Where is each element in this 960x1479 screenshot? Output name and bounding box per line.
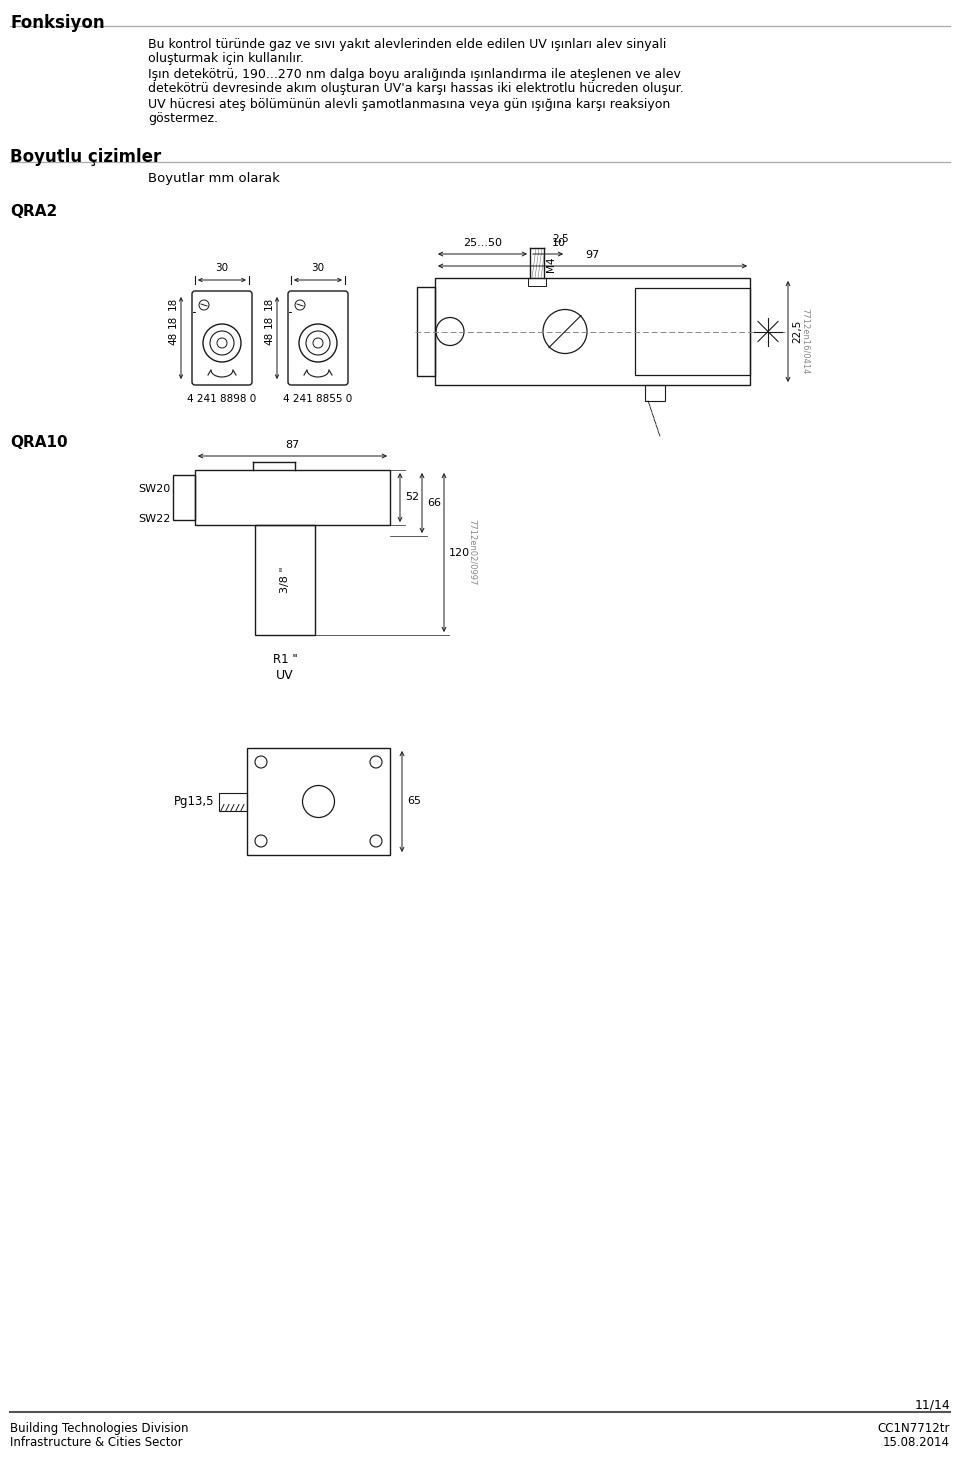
- Text: 52: 52: [405, 493, 420, 503]
- Text: Pg13,5: Pg13,5: [174, 796, 214, 808]
- Text: 7712en16/0414: 7712en16/0414: [801, 308, 809, 374]
- Text: 25...50: 25...50: [463, 238, 502, 248]
- Text: 18: 18: [168, 315, 178, 328]
- Text: 65: 65: [407, 797, 421, 806]
- Text: 48: 48: [168, 331, 178, 345]
- Text: SW20: SW20: [138, 484, 170, 494]
- Text: detekötrü devresinde akım oluşturan UV'a karşı hassas iki elektrotlu hücreden ol: detekötrü devresinde akım oluşturan UV'a…: [148, 81, 684, 95]
- Text: göstermez.: göstermez.: [148, 112, 218, 126]
- Text: Bu kontrol türünde gaz ve sıvı yakıt alevlerinden elde edilen UV ışınları alev s: Bu kontrol türünde gaz ve sıvı yakıt ale…: [148, 38, 666, 50]
- Text: 15.08.2014: 15.08.2014: [883, 1436, 950, 1449]
- Text: 3/8 ": 3/8 ": [280, 566, 290, 593]
- Text: 4 241 8855 0: 4 241 8855 0: [283, 393, 352, 404]
- Text: Infrastructure & Cities Sector: Infrastructure & Cities Sector: [10, 1436, 182, 1449]
- Bar: [417, 287, 435, 376]
- Bar: [645, 385, 665, 401]
- Text: 7712en02/0997: 7712en02/0997: [468, 519, 476, 586]
- Text: UV: UV: [276, 669, 294, 682]
- Text: UV hücresi ateş bölümünün alevli şamotlanmasına veya gün ışığına karşı reaksiyon: UV hücresi ateş bölümünün alevli şamotla…: [148, 98, 670, 111]
- Text: CC1N7712tr: CC1N7712tr: [877, 1421, 950, 1435]
- Text: QRA2: QRA2: [10, 204, 58, 219]
- Text: 120: 120: [449, 547, 470, 558]
- Text: 97: 97: [586, 250, 600, 260]
- Text: Boyutlu çizimler: Boyutlu çizimler: [10, 148, 161, 166]
- Text: Fonksiyon: Fonksiyon: [10, 13, 105, 33]
- Text: R1 ": R1 ": [273, 654, 298, 666]
- Bar: [255, 525, 315, 634]
- Text: M4: M4: [546, 256, 556, 272]
- Text: Building Technologies Division: Building Technologies Division: [10, 1421, 188, 1435]
- Text: oluşturmak için kullanılır.: oluşturmak için kullanılır.: [148, 52, 304, 65]
- Bar: [173, 475, 195, 521]
- Text: 22,5: 22,5: [792, 319, 802, 343]
- Text: 66: 66: [427, 498, 441, 507]
- Bar: [195, 470, 390, 525]
- Text: 10: 10: [552, 238, 566, 248]
- Text: 11/14: 11/14: [914, 1398, 950, 1411]
- Text: 18: 18: [264, 315, 274, 328]
- Text: Boyutlar mm olarak: Boyutlar mm olarak: [148, 172, 280, 185]
- Bar: [635, 288, 750, 376]
- Text: QRA10: QRA10: [10, 435, 67, 450]
- Text: 87: 87: [285, 439, 300, 450]
- Text: SW22: SW22: [138, 513, 170, 524]
- Text: 18: 18: [264, 296, 274, 309]
- Bar: [528, 278, 546, 285]
- Text: 18: 18: [168, 296, 178, 309]
- Text: Işın detekötrü, 190...270 nm dalga boyu aralığında ışınlandırma ile ateşlenen ve: Işın detekötrü, 190...270 nm dalga boyu …: [148, 68, 681, 81]
- Text: 48: 48: [264, 331, 274, 345]
- Text: 30: 30: [311, 263, 324, 274]
- Bar: [219, 793, 247, 810]
- Text: 30: 30: [215, 263, 228, 274]
- Text: 2,5: 2,5: [552, 234, 568, 244]
- Text: 4 241 8898 0: 4 241 8898 0: [187, 393, 256, 404]
- Bar: [247, 748, 390, 855]
- Bar: [435, 278, 750, 385]
